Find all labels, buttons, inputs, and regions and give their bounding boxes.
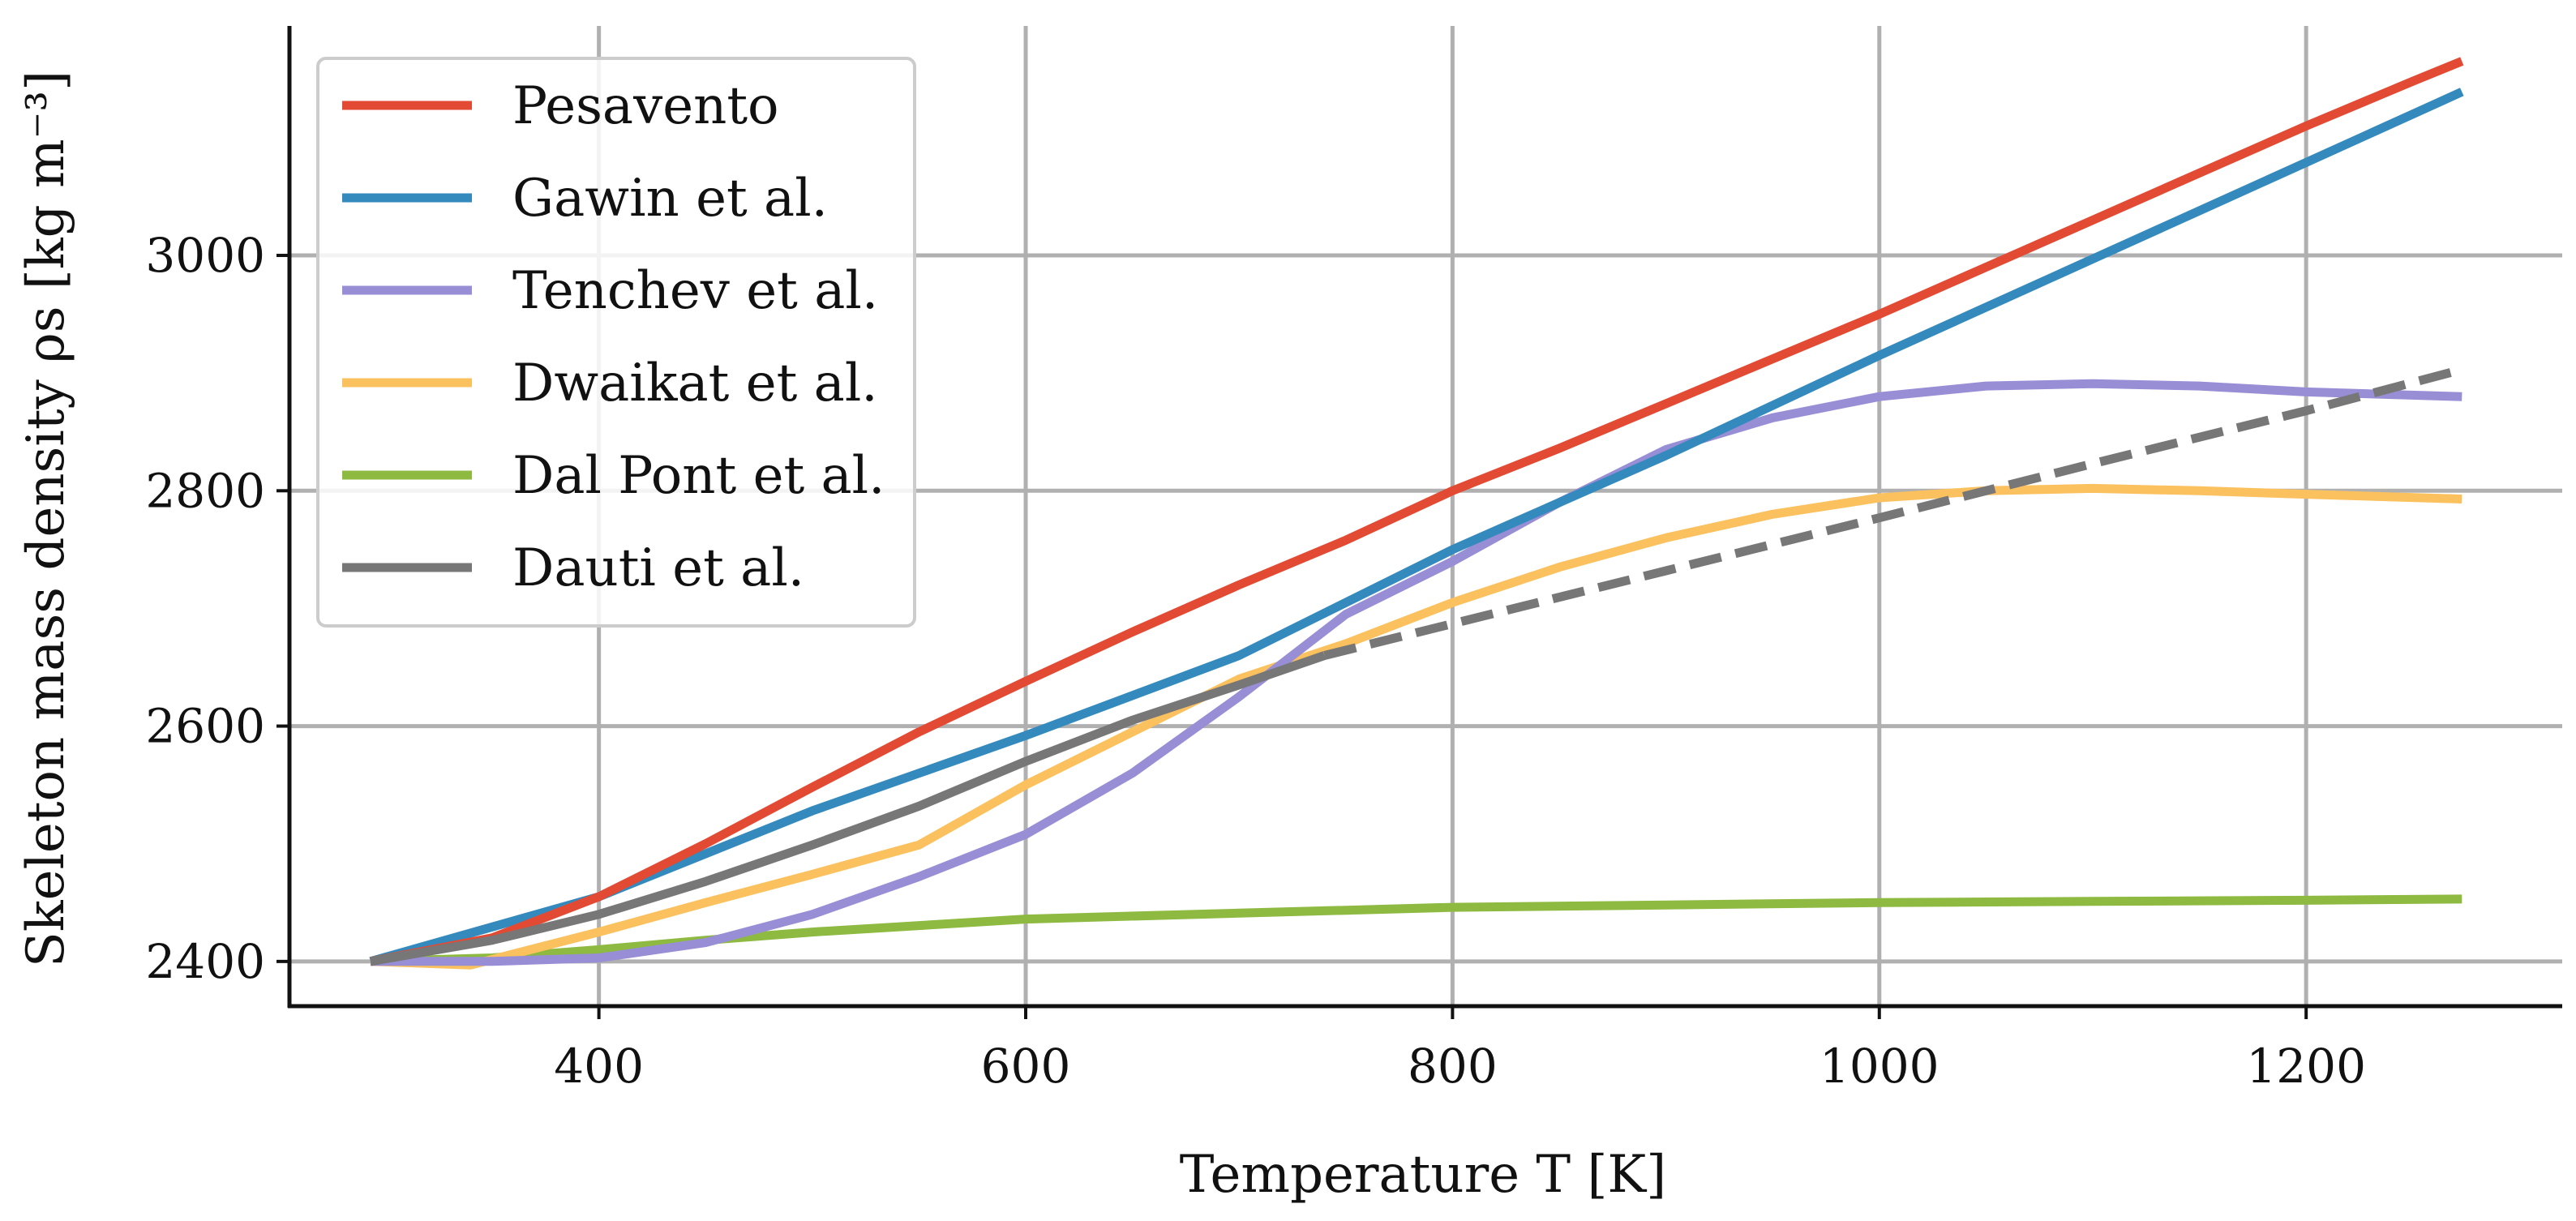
y-axis-label: Skeleton mass density ρs [kg m⁻³] xyxy=(16,71,76,967)
x-tick-label: 1000 xyxy=(1819,1039,1940,1094)
legend-label: Dauti et al. xyxy=(512,538,804,598)
x-tick-label: 1200 xyxy=(2246,1039,2366,1094)
plot-series xyxy=(369,57,2464,970)
legend-label: Dal Pont et al. xyxy=(512,446,885,506)
legend-label: Pesavento xyxy=(512,76,779,136)
legend: Pesavento Gawin et al. Tenchev et al. Dwaik… xyxy=(316,57,916,628)
x-ticks: 400 600 800 1000 1200 xyxy=(554,1006,2366,1094)
legend-label: Tenchev et al. xyxy=(512,261,878,321)
series-line-pesavento xyxy=(369,57,2464,966)
legend-label: Dwaikat et al. xyxy=(512,353,878,413)
legend-label: Gawin et al. xyxy=(512,169,828,229)
x-axis-label: Temperature T [K] xyxy=(1180,1145,1666,1205)
axes xyxy=(287,26,2562,1009)
y-tick-label: 2600 xyxy=(145,699,265,754)
series-line-dauti-et-al xyxy=(370,651,1327,966)
y-ticks: 2400 2600 2800 3000 xyxy=(145,228,289,989)
series-line-dauti-et-al-extrapolated xyxy=(1323,365,2463,660)
x-tick-label: 400 xyxy=(554,1039,644,1094)
series-line-gawin-et-al xyxy=(369,88,2464,966)
y-tick-label: 2400 xyxy=(145,934,265,989)
y-tick-label: 2800 xyxy=(145,463,265,518)
series-line-dwaikat-et-al xyxy=(370,483,2462,970)
grid xyxy=(289,26,2562,1006)
x-tick-label: 600 xyxy=(981,1039,1071,1094)
series-line-tenchev-et-al xyxy=(371,379,2462,966)
series-line-dal-pont-et-al xyxy=(370,894,2462,966)
y-tick-label: 3000 xyxy=(145,228,265,283)
x-tick-label: 800 xyxy=(1408,1039,1498,1094)
